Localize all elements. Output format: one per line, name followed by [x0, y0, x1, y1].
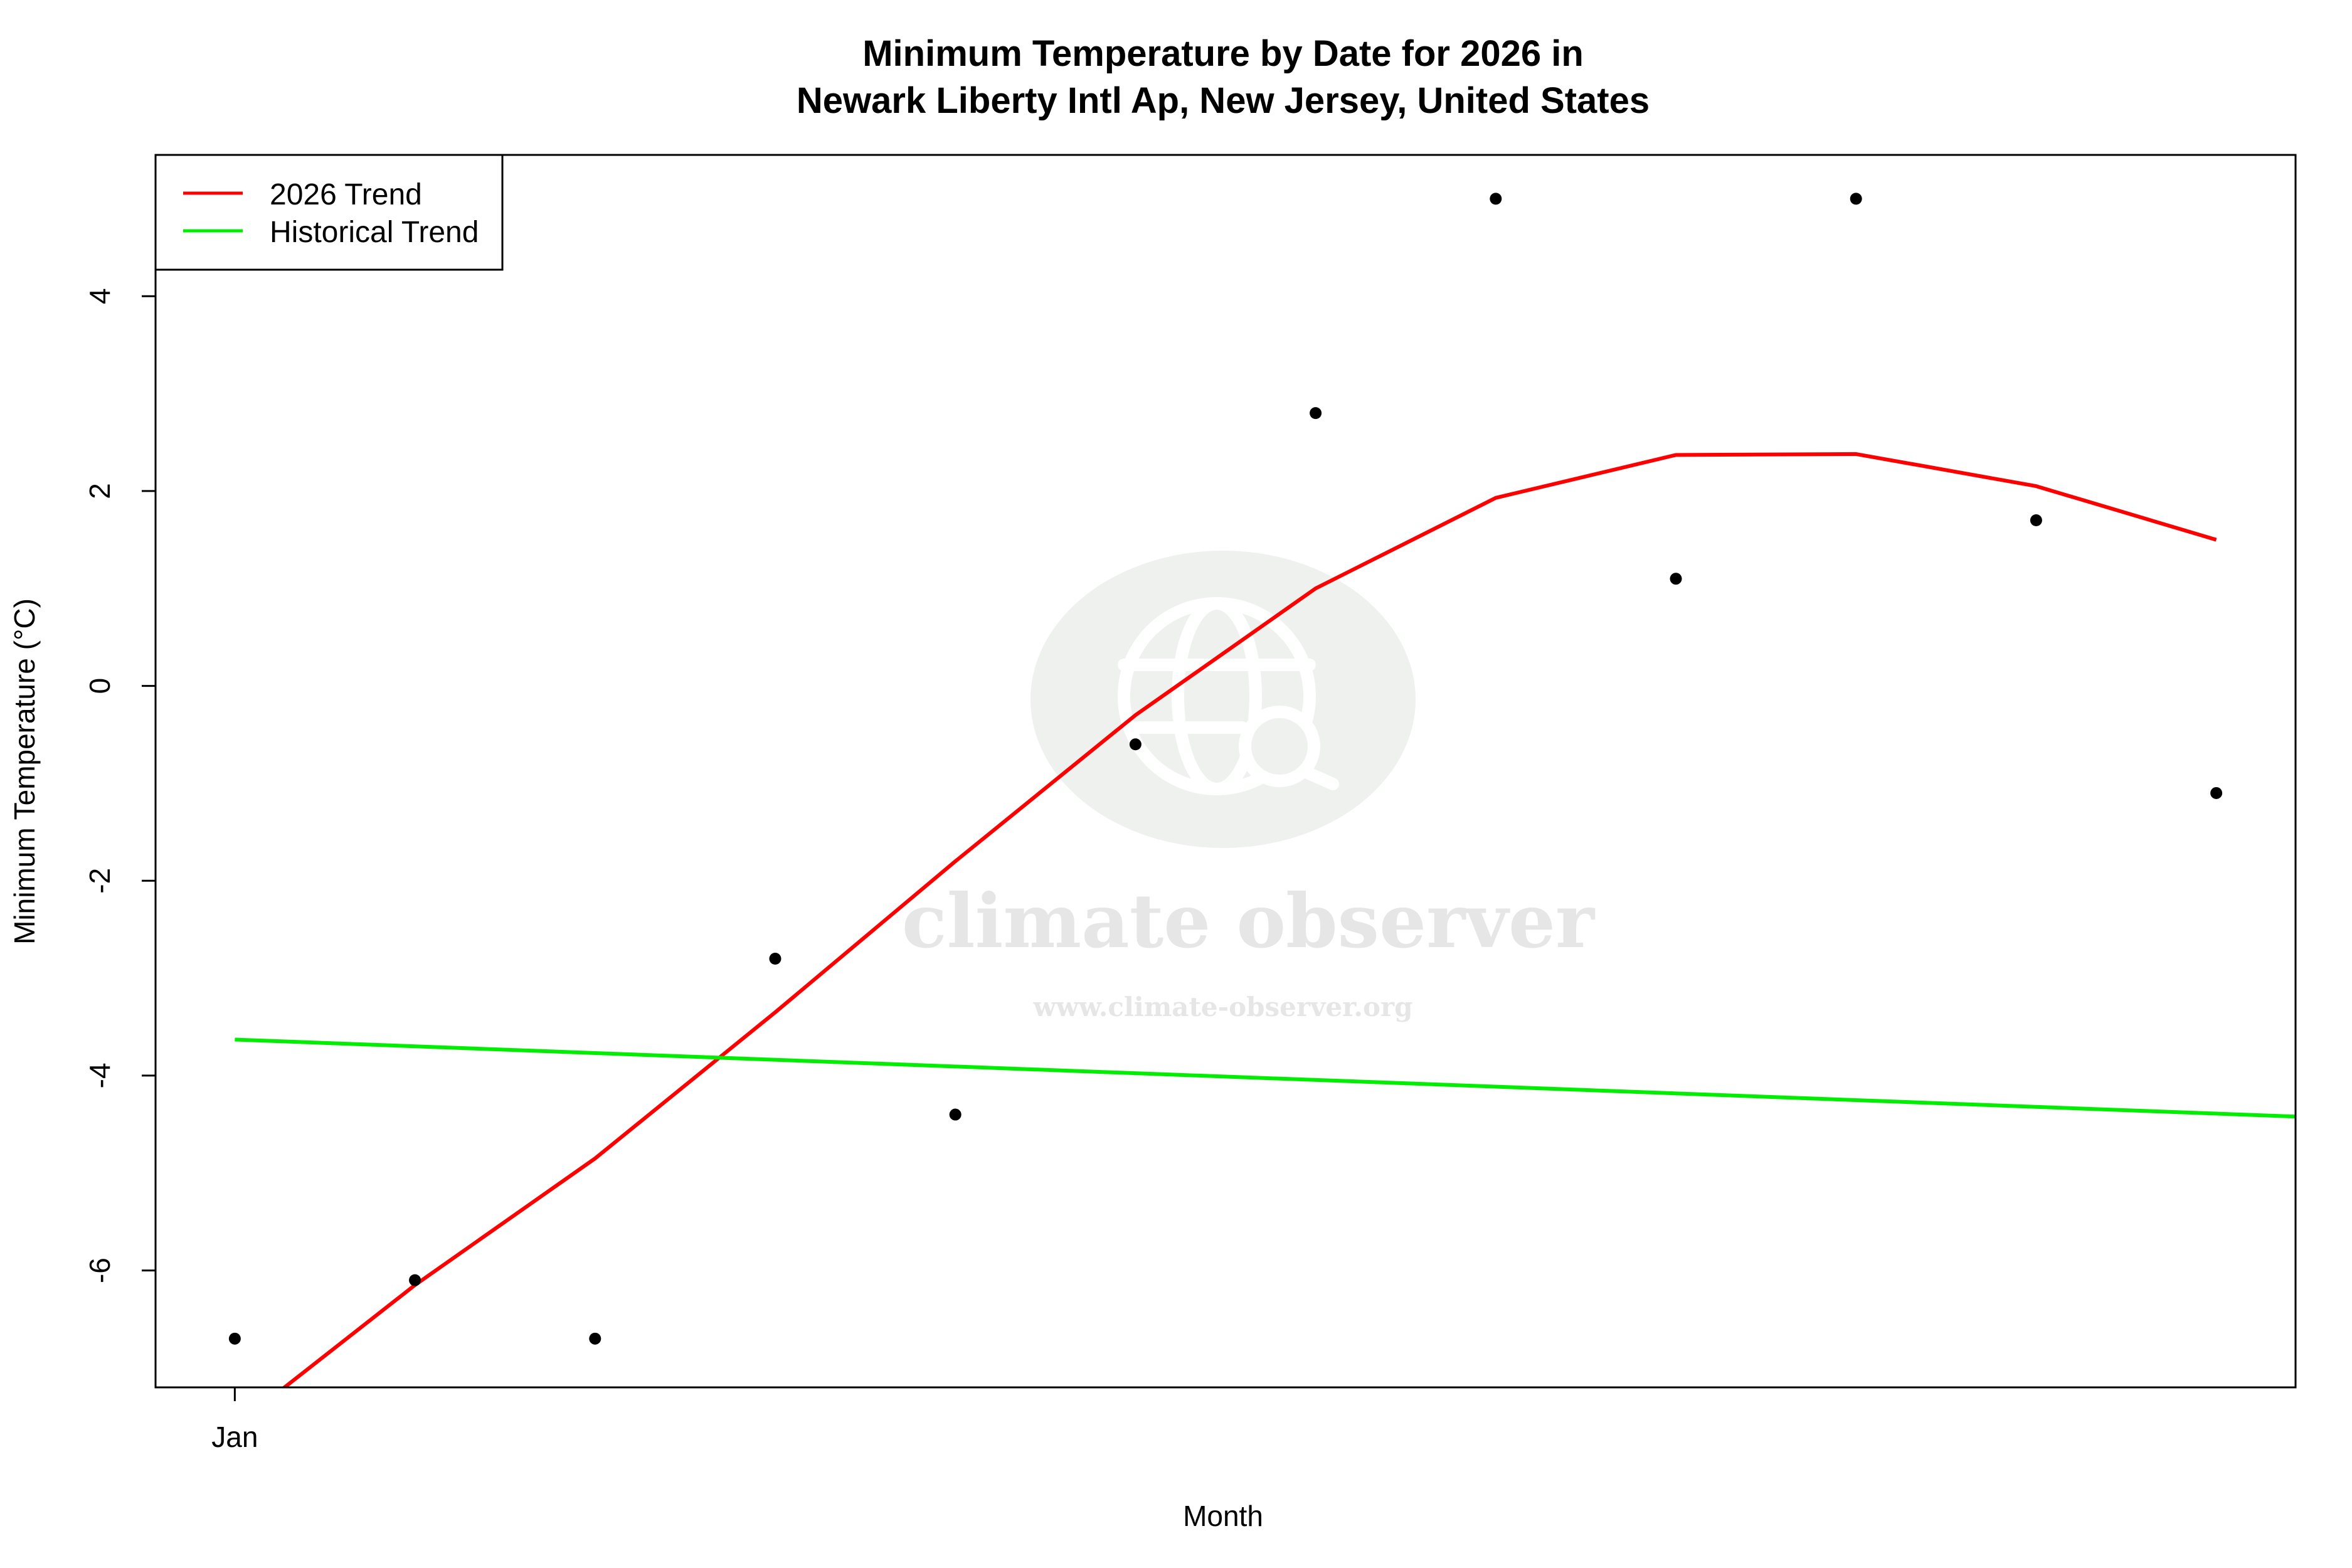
watermark-name: climate observer — [902, 877, 1596, 965]
data-point — [589, 1332, 601, 1345]
y-axis-label: Minimum Temperature (°C) — [8, 598, 41, 945]
data-point — [1129, 738, 1142, 751]
chart-title-line1: Minimum Temperature by Date for 2026 in — [862, 33, 1584, 74]
globe-search-icon — [1118, 597, 1339, 795]
y-tick-label: -6 — [83, 1258, 116, 1283]
data-point — [2210, 787, 2223, 799]
plot-frame — [154, 154, 2297, 1389]
chart-title-line2: Newark Liberty Intl Ap, New Jersey, Unit… — [797, 80, 1650, 121]
data-point — [1310, 407, 1322, 420]
data-point — [1850, 193, 1862, 205]
y-tick-label: -2 — [83, 868, 116, 894]
y-tick-label: 4 — [83, 288, 116, 304]
data-point — [769, 953, 781, 965]
watermark-url: www.climate-observer.org — [1033, 992, 1413, 1022]
data-point — [1490, 193, 1502, 205]
legend: 2026 Trend Historical Trend — [154, 154, 504, 271]
legend-box — [154, 154, 504, 271]
y-tick-label: -4 — [83, 1062, 116, 1088]
x-tick-label: Jan — [211, 1421, 258, 1453]
legend-label-2026-trend: 2026 Trend — [270, 178, 422, 211]
data-point — [1670, 573, 1682, 585]
y-tick-label: 0 — [83, 678, 116, 694]
data-point — [228, 1332, 241, 1345]
axes-layer: -6 -4 -2 0 2 4 Jan — [83, 288, 258, 1453]
series-layer — [235, 452, 2296, 1387]
points-layer — [228, 193, 2223, 1345]
watermark-badge — [1030, 551, 1416, 848]
series-line-2026-trend — [281, 452, 2217, 1387]
legend-label-historical-trend: Historical Trend — [270, 216, 479, 249]
y-tick-label: 2 — [83, 483, 116, 499]
data-point — [409, 1274, 421, 1286]
data-point — [949, 1108, 961, 1121]
watermark: climate observer www.climate-observer.or… — [902, 551, 1596, 1022]
series-line-historical-trend — [235, 1037, 2296, 1119]
x-axis-label: Month — [1183, 1500, 1263, 1532]
data-point — [2030, 514, 2042, 527]
